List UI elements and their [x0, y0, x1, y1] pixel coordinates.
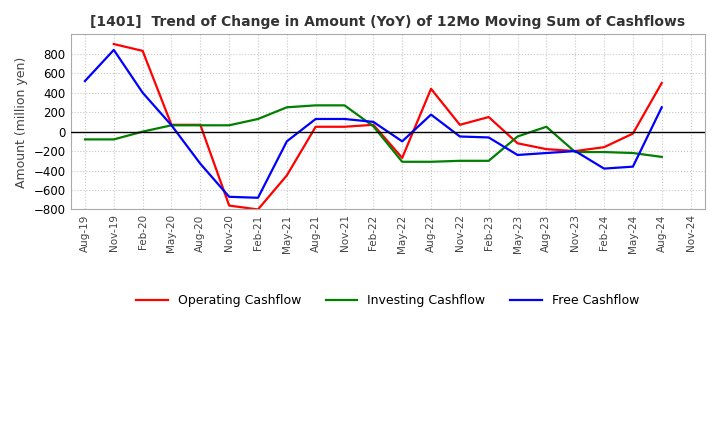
- Free Cashflow: [311, 116, 320, 121]
- Investing Cashflow: [542, 124, 551, 129]
- Operating Cashflow: [311, 124, 320, 129]
- Operating Cashflow: [629, 131, 637, 136]
- Title: [1401]  Trend of Change in Amount (YoY) of 12Mo Moving Sum of Cashflows: [1401] Trend of Change in Amount (YoY) o…: [90, 15, 685, 29]
- Operating Cashflow: [138, 48, 147, 54]
- Line: Free Cashflow: Free Cashflow: [85, 50, 662, 198]
- Free Cashflow: [629, 164, 637, 169]
- Line: Operating Cashflow: Operating Cashflow: [114, 44, 662, 209]
- Operating Cashflow: [340, 124, 348, 129]
- Free Cashflow: [657, 105, 666, 110]
- Operating Cashflow: [456, 122, 464, 128]
- Operating Cashflow: [427, 86, 436, 92]
- Investing Cashflow: [253, 116, 262, 121]
- Operating Cashflow: [513, 141, 522, 146]
- Operating Cashflow: [657, 81, 666, 86]
- Free Cashflow: [196, 161, 204, 166]
- Free Cashflow: [600, 166, 608, 171]
- Investing Cashflow: [311, 103, 320, 108]
- Free Cashflow: [456, 134, 464, 139]
- Investing Cashflow: [629, 150, 637, 156]
- Operating Cashflow: [167, 122, 176, 128]
- Investing Cashflow: [167, 123, 176, 128]
- Operating Cashflow: [485, 114, 493, 120]
- Free Cashflow: [340, 116, 348, 121]
- Y-axis label: Amount (million yen): Amount (million yen): [15, 56, 28, 187]
- Operating Cashflow: [282, 173, 291, 178]
- Investing Cashflow: [109, 137, 118, 142]
- Free Cashflow: [109, 47, 118, 52]
- Investing Cashflow: [225, 123, 233, 128]
- Operating Cashflow: [109, 41, 118, 47]
- Investing Cashflow: [398, 159, 407, 165]
- Operating Cashflow: [398, 155, 407, 161]
- Investing Cashflow: [282, 105, 291, 110]
- Investing Cashflow: [427, 159, 436, 165]
- Free Cashflow: [167, 123, 176, 128]
- Operating Cashflow: [600, 145, 608, 150]
- Operating Cashflow: [369, 122, 378, 128]
- Free Cashflow: [225, 194, 233, 199]
- Operating Cashflow: [196, 122, 204, 128]
- Investing Cashflow: [196, 123, 204, 128]
- Free Cashflow: [282, 139, 291, 144]
- Free Cashflow: [513, 152, 522, 158]
- Operating Cashflow: [542, 147, 551, 152]
- Operating Cashflow: [253, 207, 262, 212]
- Free Cashflow: [138, 90, 147, 95]
- Line: Investing Cashflow: Investing Cashflow: [85, 105, 662, 162]
- Investing Cashflow: [571, 150, 580, 155]
- Free Cashflow: [369, 119, 378, 125]
- Operating Cashflow: [571, 148, 580, 154]
- Investing Cashflow: [657, 154, 666, 160]
- Free Cashflow: [253, 195, 262, 200]
- Free Cashflow: [485, 135, 493, 140]
- Legend: Operating Cashflow, Investing Cashflow, Free Cashflow: Operating Cashflow, Investing Cashflow, …: [132, 289, 644, 312]
- Free Cashflow: [398, 139, 407, 144]
- Free Cashflow: [81, 78, 89, 84]
- Investing Cashflow: [456, 158, 464, 163]
- Investing Cashflow: [369, 124, 378, 129]
- Investing Cashflow: [81, 137, 89, 142]
- Investing Cashflow: [138, 129, 147, 134]
- Free Cashflow: [542, 150, 551, 156]
- Investing Cashflow: [513, 134, 522, 139]
- Investing Cashflow: [600, 150, 608, 155]
- Investing Cashflow: [485, 158, 493, 163]
- Investing Cashflow: [340, 103, 348, 108]
- Operating Cashflow: [225, 203, 233, 208]
- Free Cashflow: [571, 148, 580, 154]
- Free Cashflow: [427, 112, 436, 117]
